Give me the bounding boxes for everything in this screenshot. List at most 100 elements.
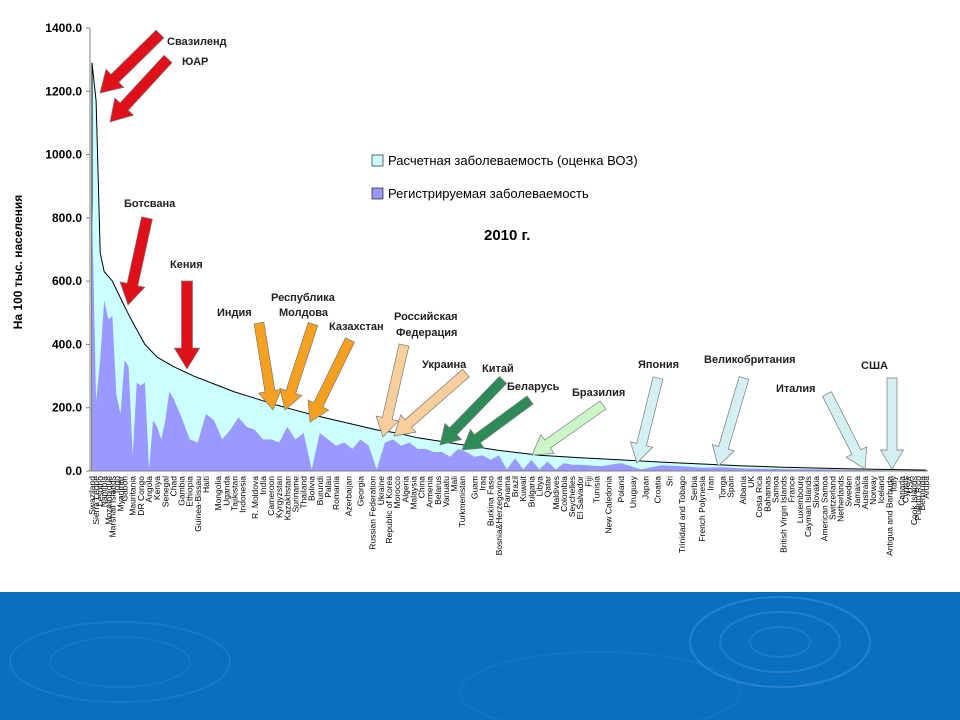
x-tick-label: Sri — [665, 476, 675, 487]
x-tick-label: Jamaica — [852, 476, 862, 508]
x-tick-label: Sierra Leone — [91, 476, 101, 525]
x-tick-label: Poland — [616, 476, 626, 503]
annotation-moldova-line2: Молдова — [279, 307, 329, 319]
arrow-south-africa — [109, 54, 173, 123]
x-tick-label: Switzerland — [827, 476, 837, 520]
arrow-japan — [629, 376, 664, 464]
x-tick-label: Thailand — [299, 476, 309, 509]
x-tick-label: Kuwait — [518, 475, 528, 501]
arrow-india — [253, 321, 282, 411]
x-tick-label: Haiti — [201, 476, 211, 493]
annotation-swaziland: Свазиленд — [167, 36, 227, 48]
x-tick-label: Australia — [860, 476, 870, 509]
x-tick-label: Libya — [535, 476, 545, 497]
x-tick-label: Senegal — [160, 476, 170, 507]
x-tick-label: Iceland — [876, 476, 886, 504]
x-tick-label: New Caledonia — [604, 476, 614, 534]
annotation-belarus: Беларусь — [507, 381, 560, 393]
x-tick-label: Chad — [168, 476, 178, 497]
y-tick-label: 1400.0 — [45, 21, 82, 35]
x-tick-label: Indonesia — [238, 476, 248, 513]
x-tick-label: Kenya — [152, 476, 162, 500]
plot-areas — [91, 62, 927, 472]
x-tick-label: Netherlands — [836, 476, 846, 522]
x-tick-label: Antigua and Barbuda — [884, 476, 894, 556]
x-tick-label: Burkina Faso — [486, 476, 496, 526]
x-tick-label: Angola — [144, 476, 154, 503]
y-tick-label: 1200.0 — [45, 84, 82, 98]
x-tick-label: Canada — [897, 476, 907, 506]
x-tick-label: UK — [746, 476, 756, 488]
x-tick-label: Republic of Korea — [384, 476, 394, 544]
x-tick-label: Cayman Islands — [803, 476, 813, 537]
x-tick-label: Morocco — [392, 476, 402, 509]
x-tick-label: Ethiopia — [185, 476, 195, 507]
y-axis-label: На 100 тыс. населения — [11, 195, 25, 330]
x-tick-label: Uganda — [221, 476, 231, 506]
x-tick-label: Gabon — [120, 476, 130, 502]
x-tick-label: Sweden — [844, 476, 854, 507]
x-tick-label: Spain — [726, 476, 736, 498]
x-tick-label: Cyprus — [901, 476, 911, 503]
x-tick-label: Bahamas — [762, 476, 772, 512]
x-tick-label: Iran — [705, 476, 715, 491]
x-tick-label: Mozambique — [103, 476, 113, 525]
x-tick-label: Gambia — [177, 476, 187, 506]
annotation-uk: Великобритания — [704, 354, 796, 366]
x-tick-label: Russian Federation — [368, 476, 378, 550]
annotation-brazil: Бразилия — [572, 387, 625, 399]
x-tick-label: Myanmar — [116, 476, 126, 512]
x-tick-label: Namibia — [99, 476, 109, 507]
x-tick-label: Mauritania — [128, 476, 138, 516]
annotation-china: Китай — [482, 363, 514, 375]
x-tick-label: Azerbaijan — [343, 476, 353, 516]
annotation-labels: Свазиленд ЮАР Ботсвана Кения Индия Респу… — [124, 36, 888, 399]
x-tick-label: USA — [905, 476, 915, 494]
y-tick-label: 0.0 — [65, 464, 82, 478]
x-tick-label: Armenia — [425, 476, 435, 508]
x-tick-label: Algeria — [400, 476, 410, 503]
x-tick-label: Norway — [868, 475, 878, 505]
y-tick-label: 600.0 — [52, 274, 82, 288]
axes — [89, 28, 928, 472]
x-tick-label: British Virgin Islands — [779, 476, 789, 553]
x-tick-label: India — [258, 476, 268, 495]
x-tick-label: Bulgaria — [526, 476, 536, 507]
year-label: 2010 г. — [484, 227, 530, 244]
tb-incidence-chart: На 100 тыс. населения 0.0 200.0 400.0 600.0… — [11, 21, 931, 556]
x-tick-label: American Samoa — [819, 476, 829, 541]
x-tick-label: Cook Islands — [909, 476, 919, 525]
x-tick-label: Guinea-Bissau — [193, 476, 203, 532]
arrow-russia — [375, 343, 410, 438]
arrow-swaziland — [99, 29, 165, 94]
y-tick-label: 200.0 — [52, 401, 82, 415]
x-tick-label: Lesotho — [95, 476, 105, 507]
x-tick-label: Tajikistan — [229, 476, 239, 511]
x-tick-label: Palau — [323, 476, 333, 498]
x-tick-label: Kazakhstan — [282, 476, 292, 521]
y-axis-title: На 100 тыс. населения — [11, 195, 25, 330]
x-tick-label: Maldives — [551, 476, 561, 510]
annotation-moldova-line1: Республика — [271, 292, 336, 304]
x-tick-label: Swaziland — [87, 476, 97, 515]
x-tick-label: Mongolia — [213, 476, 223, 511]
x-tick-label: Italy — [888, 475, 898, 491]
x-tick-label: Croatia — [653, 476, 663, 504]
arrow-kazakhstan — [307, 337, 355, 423]
x-tick-label: Costa Rica — [754, 476, 764, 518]
footer-band — [0, 592, 960, 720]
x-tick-label: Trinidad and Tobago — [677, 476, 687, 553]
legend-swatch-registered — [371, 187, 384, 200]
arrow-belarus — [461, 395, 534, 451]
x-tick-label: Puerto Rico — [913, 476, 923, 521]
arrow-botswana — [119, 216, 153, 306]
x-tick-label: Albania — [738, 476, 748, 505]
x-tick-label: El Salvador — [575, 476, 585, 520]
x-tick-label: Luxembourg — [795, 476, 805, 524]
annotation-ukraine: Украина — [422, 359, 467, 371]
x-tick-label: Samoa — [771, 476, 781, 503]
x-tick-label: Fiji — [583, 476, 593, 487]
legend-label-estimated: Расчетная заболеваемость (оценка ВОЗ) — [388, 153, 638, 168]
